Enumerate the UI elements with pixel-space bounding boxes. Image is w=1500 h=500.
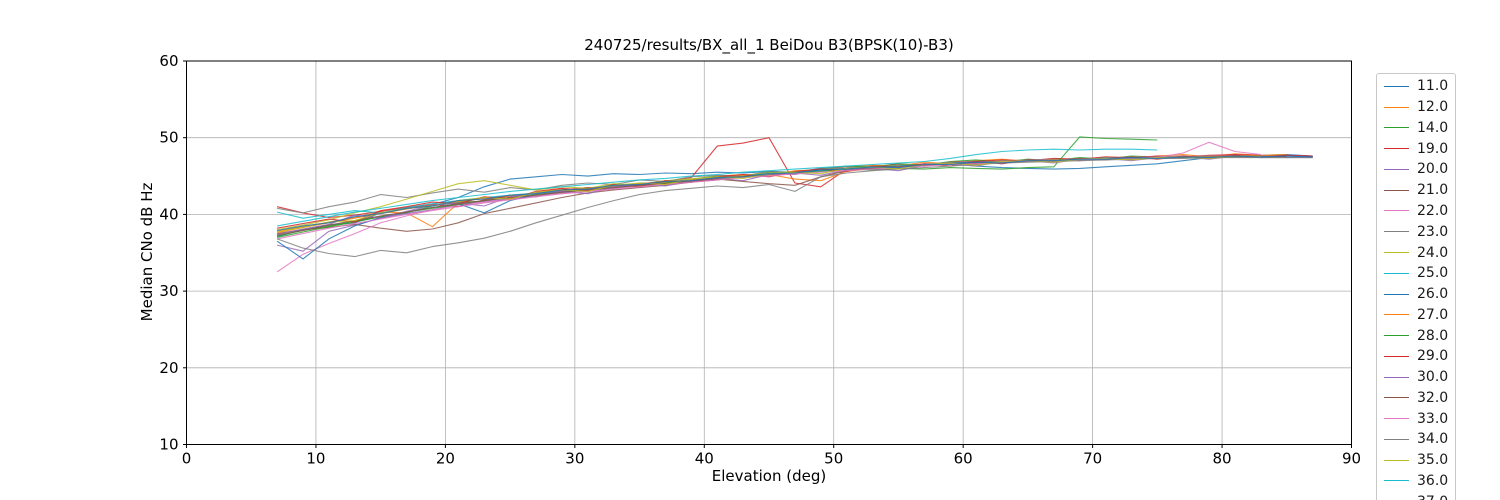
legend-label: 27.0 (1417, 306, 1449, 323)
legend-line-sample (1384, 189, 1409, 191)
x-tick-label: 50 (824, 450, 843, 468)
series-line-21.0 (277, 155, 1287, 235)
legend-label: 21.0 (1417, 182, 1449, 199)
x-tick-label: 30 (565, 450, 584, 468)
legend-line-sample (1384, 293, 1409, 295)
legend-item: 29.0 (1377, 346, 1455, 367)
legend-item: 23.0 (1377, 221, 1455, 242)
legend-item: 36.0 (1377, 471, 1455, 492)
legend-label: 25.0 (1417, 265, 1449, 282)
legend: 11.0 12.0 14.0 19.0 20.0 21.0 22.0 23.0 24.0 25.0… (1376, 73, 1456, 500)
legend-item: 26.0 (1377, 284, 1455, 305)
legend-item: 35.0 (1377, 450, 1455, 471)
legend-label: 35.0 (1417, 452, 1449, 469)
legend-item: 19.0 (1377, 138, 1455, 159)
legend-line-sample (1384, 335, 1409, 337)
legend-item: 34.0 (1377, 429, 1455, 450)
legend-line-sample (1384, 314, 1409, 316)
legend-line-sample (1384, 355, 1409, 357)
legend-line-sample (1384, 127, 1409, 129)
legend-item: 33.0 (1377, 408, 1455, 429)
legend-label: 37.0 (1417, 495, 1448, 500)
legend-item: 30.0 (1377, 367, 1455, 388)
legend-label: 26.0 (1417, 286, 1449, 303)
series-line-36.0 (277, 148, 1158, 227)
legend-line-sample (1384, 438, 1409, 440)
x-tick-label: 60 (954, 450, 973, 468)
legend-label: 29.0 (1417, 348, 1449, 365)
y-tick-label: 30 (159, 282, 178, 300)
legend-label: 19.0 (1417, 140, 1449, 157)
legend-label: 11.0 (1417, 78, 1449, 95)
legend-line-sample (1384, 252, 1409, 253)
legend-label: 20.0 (1417, 161, 1449, 178)
series-line-19.0 (276, 137, 1261, 219)
series-line-32.0 (277, 156, 1287, 236)
series-line-27.0 (276, 155, 1287, 234)
y-tick-label: 20 (159, 359, 178, 377)
y-tick-label: 10 (159, 436, 178, 454)
y-axis-label: Median CNo dB Hz (138, 182, 156, 322)
legend-line-sample (1384, 106, 1409, 108)
legend-line-sample (1384, 148, 1409, 150)
legend-label: 23.0 (1417, 223, 1449, 240)
legend-label: 24.0 (1417, 244, 1449, 261)
legend-line-sample (1384, 85, 1409, 87)
legend-label: 34.0 (1417, 431, 1449, 448)
legend-label: 14.0 (1417, 119, 1449, 136)
legend-item: 28.0 (1377, 325, 1455, 346)
legend-item: 22.0 (1377, 201, 1455, 222)
legend-label: 36.0 (1417, 472, 1449, 489)
legend-line-sample (1384, 272, 1409, 274)
legend-label: 28.0 (1417, 327, 1449, 344)
x-axis-label: Elevation (deg) (711, 467, 827, 485)
legend-item: 14.0 (1377, 118, 1455, 139)
legend-line-sample (1384, 376, 1409, 378)
y-tick-label: 40 (159, 205, 178, 223)
chart-title: 240725/results/BX_all_1 BeiDou B3(BPSK(1… (584, 36, 954, 54)
legend-line-sample (1384, 397, 1409, 399)
legend-line-sample (1384, 231, 1409, 233)
legend-line-sample (1384, 210, 1409, 212)
legend-label: 32.0 (1417, 389, 1449, 406)
legend-item: 25.0 (1377, 263, 1455, 284)
y-tick-label: 50 (159, 129, 178, 147)
legend-item: 11.0 (1377, 76, 1455, 97)
x-tick-label: 0 (182, 450, 192, 468)
legend-item: 27.0 (1377, 304, 1455, 325)
legend-item: 12.0 (1377, 97, 1455, 118)
legend-item: 21.0 (1377, 180, 1455, 201)
x-tick-label: 20 (436, 450, 455, 468)
legend-label: 30.0 (1417, 369, 1449, 386)
series-line-30.0 (276, 155, 1313, 235)
x-tick-label: 70 (1083, 450, 1102, 468)
x-tick-label: 90 (1342, 450, 1361, 468)
legend-item: 32.0 (1377, 387, 1455, 408)
axes-spines (186, 60, 1352, 445)
legend-item: 20.0 (1377, 159, 1455, 180)
legend-item: 24.0 (1377, 242, 1455, 263)
legend-line-sample (1384, 418, 1409, 420)
series-line-28.0 (276, 136, 1158, 238)
legend-label: 22.0 (1417, 202, 1449, 219)
x-tick-label: 10 (306, 450, 325, 468)
legend-line-sample (1384, 480, 1409, 482)
legend-item: 37.0 (1377, 491, 1455, 500)
series-line-11.0 (276, 154, 1313, 238)
x-tick-label: 40 (695, 450, 714, 468)
series-line-37.0 (277, 155, 1313, 232)
legend-line-sample (1384, 168, 1409, 170)
legend-label: 33.0 (1417, 410, 1449, 427)
legend-label: 12.0 (1417, 99, 1449, 116)
legend-line-sample (1384, 459, 1409, 461)
x-tick-label: 80 (1213, 450, 1232, 468)
y-tick-label: 60 (159, 52, 178, 70)
